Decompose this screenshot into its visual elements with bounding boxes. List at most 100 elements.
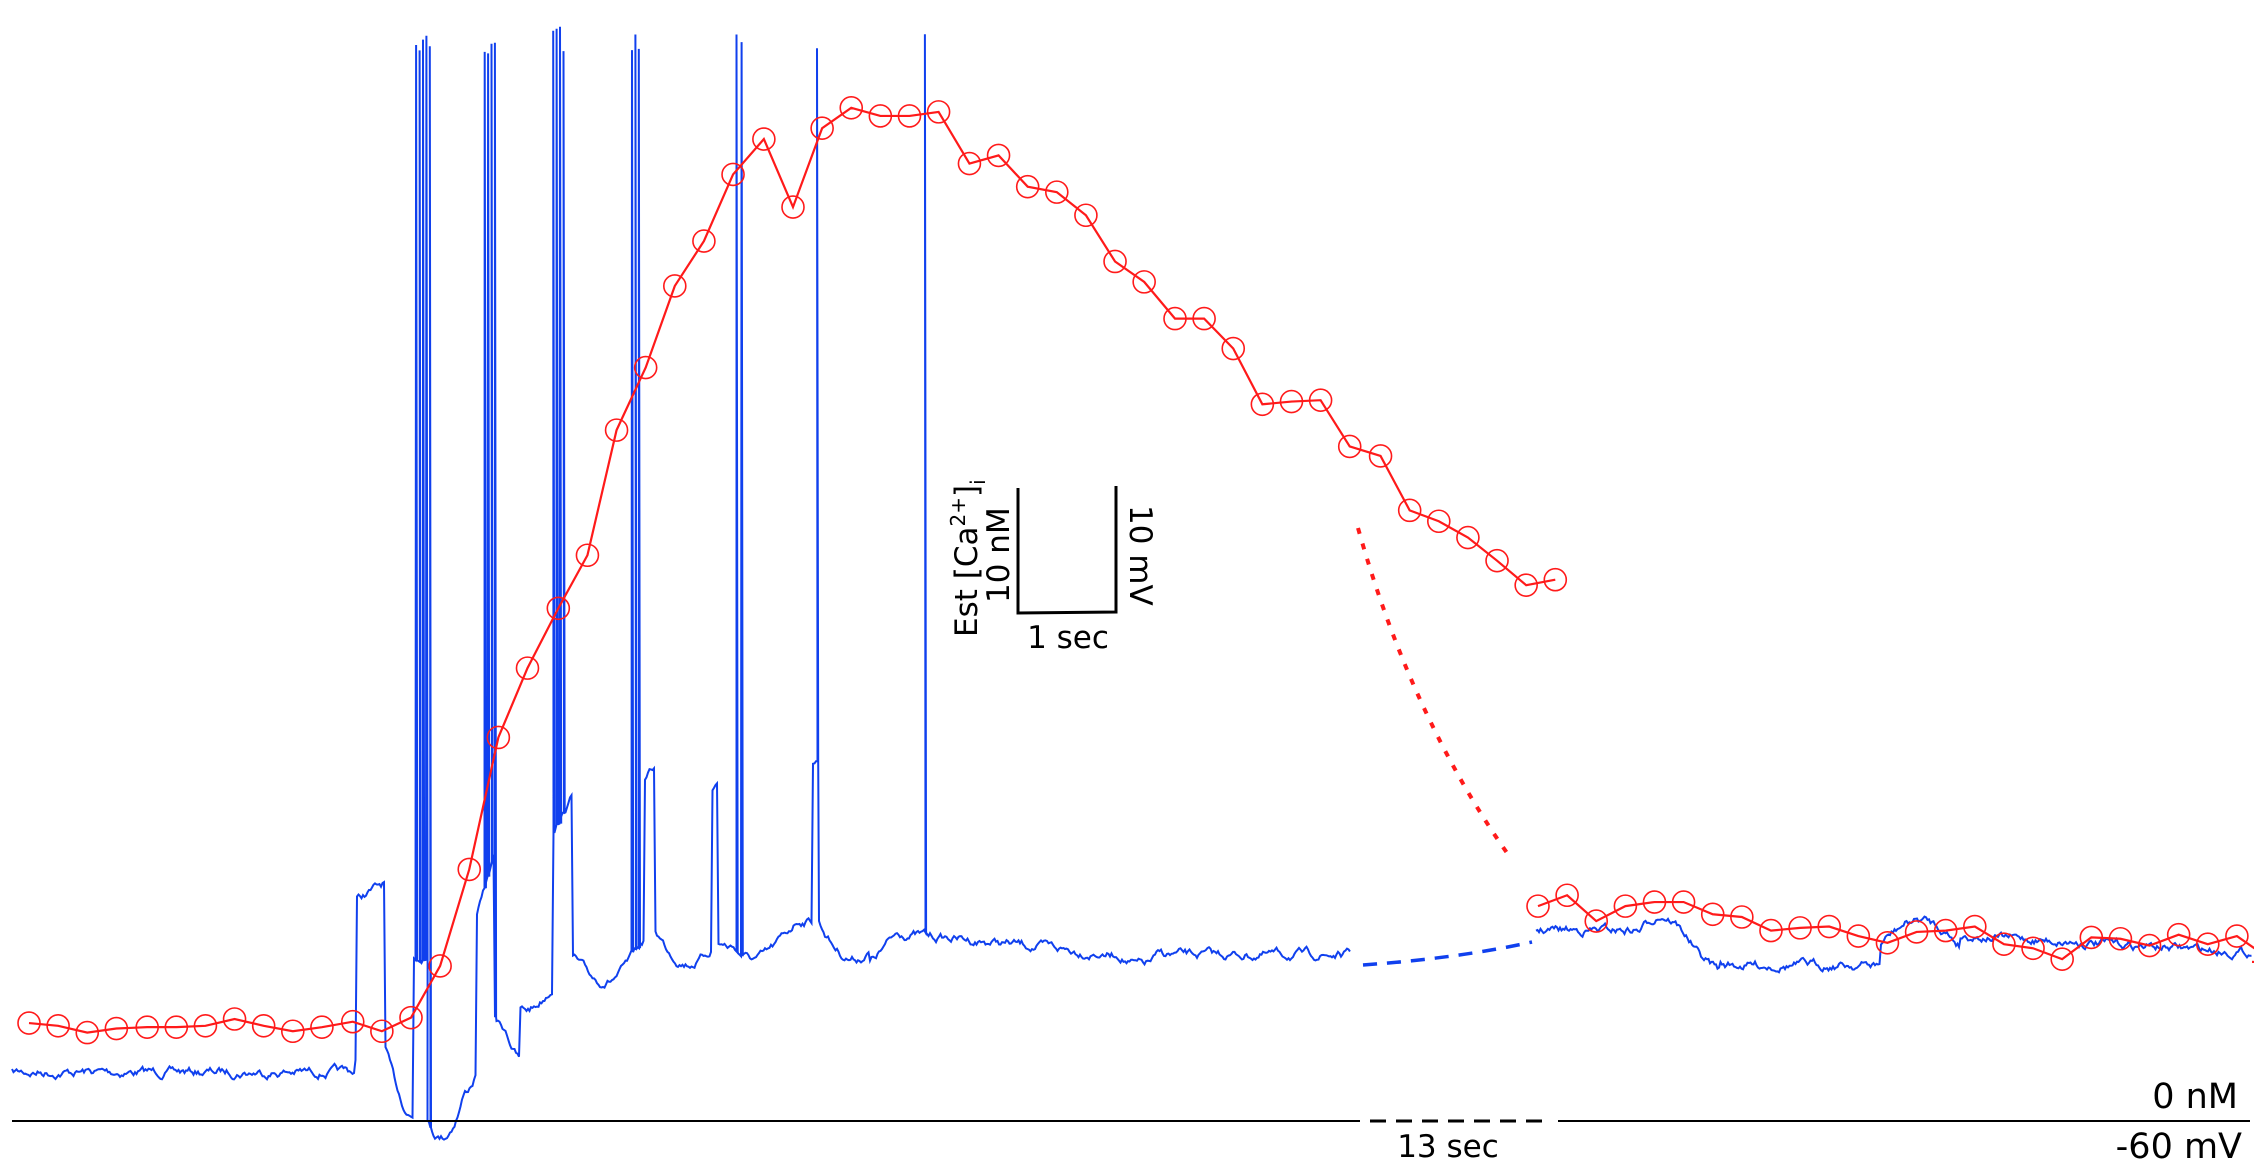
scale-bar-time-label: 1 sec [1027,620,1109,656]
voltage-baseline-label: -60 mV [2116,1127,2242,1165]
calcium-data-point [1250,392,1275,417]
calcium-data-point [1103,249,1127,274]
calcium-data-point [1846,924,1871,948]
scale-bar-calcium-superscript: 2+ [946,497,970,526]
calcium-data-point [1642,890,1667,914]
calcium-data-point [2166,922,2191,947]
calcium-data-point [986,143,1011,168]
calcium-data-point [104,1016,129,1041]
calcium-data-point [2079,925,2104,950]
calcium-data-point [2225,924,2249,948]
calcium-data-point [1456,525,1480,550]
calcium-data-point [486,725,511,750]
calcium-data-point [1192,306,1216,331]
calcium-data-point [721,162,745,187]
calcium-data-point [1992,932,2016,957]
calcium-data-point [2050,947,2074,971]
calcium-data-point [135,1015,159,1039]
calcium-data-point [310,1015,334,1039]
scale-bar: 1 sec 10 mV 10 nM Est [Ca2+]i [946,479,1158,656]
calcium-data-point [17,1011,41,1035]
calcium-data-point [1700,902,1725,927]
calcium-data-point [1397,498,1422,523]
voltage-series-line-after-gap [1535,915,2252,974]
scale-bar-calcium-amount: 10 nM [981,507,1017,603]
voltage-series-line [11,26,1351,1141]
calcium-data-point [515,656,540,680]
calcium-data-point [46,1014,70,1038]
calcium-data-point [2108,926,2133,951]
calcium-data-point [1074,203,1098,228]
calcium-data-point [2021,936,2045,961]
calcium-data-point [1163,306,1187,331]
calcium-data-point [663,274,687,298]
scale-bar-lines [1016,486,1118,615]
calcium-data-point [1584,909,1609,933]
calcium-data-point [781,195,805,219]
calcium-data-point [428,954,452,978]
scale-bar-calcium-subscript: i [966,479,990,485]
calcium-data-point [752,127,776,151]
calcium-data-point [604,418,629,442]
calcium-data-point [1337,434,1362,459]
calcium-data-point [1875,931,1900,955]
calcium-data-point [1514,573,1538,597]
calcium-data-point [897,104,922,128]
calcium-data-point [1426,509,1451,534]
calcium-data-point [839,96,864,120]
calcium-data-point [1730,905,1754,929]
calcium-data-point [1671,890,1696,914]
scale-bar-calcium-label: Est [Ca2+]i [946,479,990,637]
calcium-data-point [1015,174,1040,199]
calcium-series-line-after-gap [1537,893,2254,964]
calcium-data-point [575,543,600,568]
calcium-data-point [75,1020,100,1045]
calcium-data-point [2137,933,2162,958]
calcium-data-point [457,857,482,882]
calcium-data-point [1368,444,1393,468]
calcium-data-point [633,355,658,380]
calcium-data-point [546,596,571,621]
calcium-data-point [1788,916,1812,940]
voltage-gap-dashed-line [1362,940,1533,967]
calcium-data-point [2195,932,2220,957]
calcium-data-point [1555,883,1579,908]
gap-duration-label: 13 sec [1397,1129,1499,1165]
calcium-data-point [1279,389,1304,414]
calcium-data-point [1526,894,1550,918]
calcium-data-point [1759,918,1783,943]
calcium-data-point [1221,336,1246,361]
scale-bar-calcium-bracket: ] [949,485,985,497]
calcium-data-point [164,1015,189,1039]
calcium-data-point [222,1007,247,1031]
calcium-data-point [1543,567,1568,592]
scale-bar-calcium-label-text: Est [Ca [949,527,985,637]
calcium-data-point [1485,548,1509,573]
calcium-trace-layer [17,96,2254,1045]
calcium-data-point [957,151,982,176]
calcium-data-point [926,100,951,124]
calcium-data-point [281,1019,305,1044]
calcium-baseline-label: 0 nM [2152,1077,2238,1117]
calcium-data-point [1045,180,1069,204]
calcium-data-point [1817,914,1842,939]
calcium-data-point [1613,894,1638,918]
calcium-data-point [1132,270,1156,294]
scale-bar-voltage-label: 10 mV [1122,505,1158,606]
calcium-data-point [251,1014,276,1038]
voltage-trace-layer [11,26,2252,1141]
calcium-data-point [340,1009,365,1034]
calcium-data-point [868,104,893,128]
calcium-data-point [692,229,716,253]
calcium-data-point [1904,920,1929,944]
calcium-gap-dotted-line [1356,527,1514,862]
calcium-data-point [1963,914,1987,939]
calcium-data-point [810,116,834,140]
calcium-data-point [1933,918,1958,943]
calcium-data-point [399,1005,423,1030]
calcium-data-point [1308,388,1333,413]
calcium-data-point [370,1019,394,1044]
calcium-series-line [28,106,1556,1034]
calcium-data-point [193,1014,218,1038]
